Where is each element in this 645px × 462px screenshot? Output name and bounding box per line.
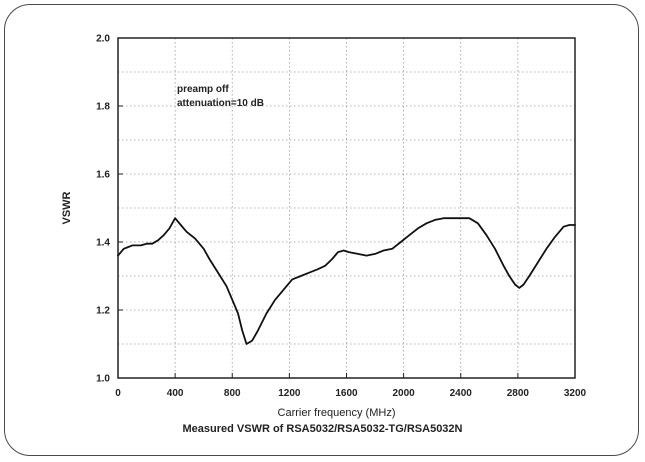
y-tick-label: 1.6 xyxy=(96,170,110,181)
x-tick-label: 800 xyxy=(224,388,241,399)
y-axis-label: VSWR xyxy=(61,191,73,224)
annotation-preamp: preamp off xyxy=(177,84,229,95)
y-tick-label: 1.2 xyxy=(96,306,110,317)
x-tick-label: 1600 xyxy=(335,388,358,399)
y-tick-label: 1.0 xyxy=(96,374,110,385)
y-tick-label: 1.8 xyxy=(96,102,110,113)
x-tick-label: 2000 xyxy=(393,388,416,399)
x-tick-label: 1200 xyxy=(278,388,301,399)
figure-caption: Measured VSWR of RSA5032/RSA5032-TG/RSA5… xyxy=(182,423,463,435)
x-tick-label: 2400 xyxy=(450,388,473,399)
x-tick-label: 3200 xyxy=(564,388,587,399)
x-tick-label: 400 xyxy=(167,388,184,399)
x-axis-label: Carrier frequency (MHz) xyxy=(278,407,396,419)
series-line xyxy=(117,217,576,345)
chart-card xyxy=(4,4,639,456)
grid-layer xyxy=(118,38,575,378)
y-tick-label: 2.0 xyxy=(96,34,110,45)
x-tick-label: 0 xyxy=(115,388,121,399)
y-tick-label: 1.4 xyxy=(96,238,110,249)
annotation-attenuation: attenuation=10 dB xyxy=(177,98,264,109)
tick-layer: 0 400 800 1200 1600 2000 2400 2800 3200 1.0 1.2 1.4… xyxy=(96,34,586,400)
x-tick-label: 2800 xyxy=(507,388,530,399)
